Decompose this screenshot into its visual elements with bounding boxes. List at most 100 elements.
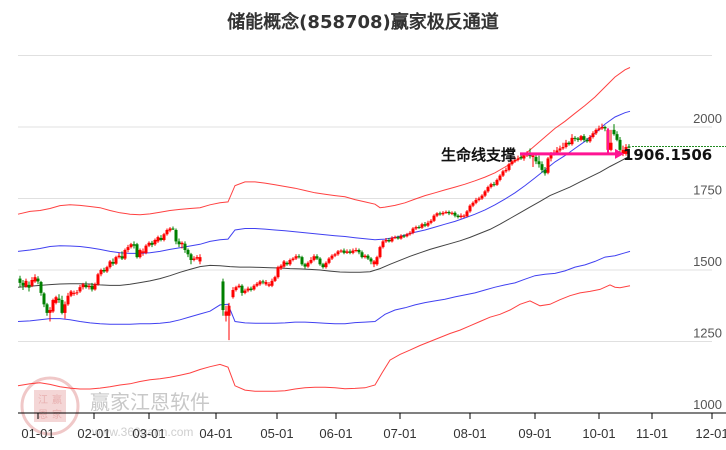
candle-body	[387, 239, 391, 242]
candle-body	[390, 237, 394, 242]
candle-body	[450, 212, 454, 214]
candle-body	[84, 284, 88, 288]
candle-body	[546, 158, 550, 173]
candle-body	[132, 244, 136, 246]
candle-body	[252, 285, 256, 290]
candle-body	[138, 249, 142, 258]
candle-body	[315, 256, 319, 259]
candle-body	[324, 262, 328, 268]
x-tick-label: 12-01	[695, 426, 726, 441]
candle-body	[75, 292, 79, 294]
candle-body	[39, 282, 43, 293]
candle-body	[147, 242, 151, 246]
watermark-badge-1: 赢	[52, 393, 62, 406]
candle-body	[159, 237, 163, 240]
candle-body	[594, 129, 598, 134]
candle-body	[246, 288, 250, 291]
candle-body	[81, 284, 85, 288]
candle-body	[54, 297, 58, 303]
channel-bands	[17, 67, 631, 392]
candle-body	[318, 258, 322, 265]
candle-body	[300, 257, 304, 265]
lower-outer-band-line	[17, 284, 631, 392]
candle-body	[63, 304, 67, 313]
candle-body	[513, 159, 517, 162]
candle-body	[492, 184, 496, 186]
candle-body	[99, 270, 103, 275]
candle-body	[237, 285, 241, 288]
candle-body	[549, 154, 553, 159]
candle-body	[258, 281, 262, 285]
candle-body	[543, 169, 547, 174]
candle-body	[429, 220, 433, 223]
candle-body	[282, 261, 286, 267]
candle-body	[597, 128, 601, 130]
candle-body	[504, 169, 508, 172]
candle-body	[438, 213, 442, 215]
candle-body	[405, 234, 409, 237]
x-tick-label: 05-01	[260, 426, 293, 441]
candle-body	[168, 228, 172, 231]
candle-body	[285, 262, 289, 265]
x-tick-label: 04-01	[199, 426, 232, 441]
candle-body	[264, 282, 268, 285]
candle-body	[156, 237, 160, 242]
candle-body	[354, 249, 358, 251]
candle-body	[321, 264, 325, 268]
candle-body	[186, 249, 190, 255]
candle-body	[291, 258, 295, 260]
candle-body	[384, 239, 388, 242]
candle-body	[78, 287, 82, 292]
x-tick-label: 10-01	[582, 426, 615, 441]
candle-body	[330, 255, 334, 259]
candle-body	[381, 241, 385, 248]
y-tick-label: 1000	[693, 397, 722, 412]
candle-body	[93, 284, 97, 290]
candle-body	[414, 227, 418, 229]
candle-body	[144, 245, 148, 253]
candle-body	[372, 261, 376, 265]
candle-body	[198, 257, 202, 262]
candle-body	[51, 300, 55, 312]
candle-body	[231, 290, 235, 298]
candle-body	[600, 127, 604, 129]
candle-body	[402, 235, 406, 237]
candle-body	[375, 257, 379, 265]
y-tick-label: 2000	[693, 111, 722, 126]
candle-body	[141, 251, 145, 253]
candle-body	[534, 157, 538, 162]
candle-body	[603, 127, 607, 129]
candle-body	[366, 255, 370, 259]
candle-body	[306, 262, 310, 267]
candle-body	[66, 295, 70, 305]
candle-body	[30, 280, 34, 286]
candle-body	[411, 228, 415, 233]
candle-body	[570, 137, 574, 145]
x-tick-label: 01-01	[21, 426, 54, 441]
candle-body	[456, 215, 460, 218]
candle-body	[561, 147, 565, 149]
candle-body	[102, 270, 106, 272]
candle-body	[224, 311, 228, 316]
candlesticks	[18, 123, 631, 341]
candle-body	[555, 150, 559, 153]
y-tick-label: 1250	[693, 326, 722, 341]
candle-body	[240, 285, 244, 293]
candle-body	[540, 164, 544, 170]
candle-body	[441, 212, 445, 215]
candle-body	[423, 224, 427, 226]
candle-body	[495, 179, 499, 185]
candle-body	[348, 251, 352, 253]
candle-body	[468, 205, 472, 212]
candle-body	[45, 304, 49, 313]
x-tick-label: 09-01	[518, 426, 551, 441]
x-tick-label: 11-01	[636, 426, 668, 441]
candle-body	[18, 278, 22, 283]
candle-body	[618, 139, 622, 150]
watermark-badge-3: 家	[52, 408, 62, 421]
candle-body	[627, 146, 631, 148]
candle-body	[615, 134, 619, 140]
watermark: 江 赢 恩 家 赢家江恩软件 www.360gann.com	[20, 376, 210, 439]
candle-body	[537, 161, 541, 165]
annotations: 生命线支撑 1906.1506	[441, 128, 726, 164]
